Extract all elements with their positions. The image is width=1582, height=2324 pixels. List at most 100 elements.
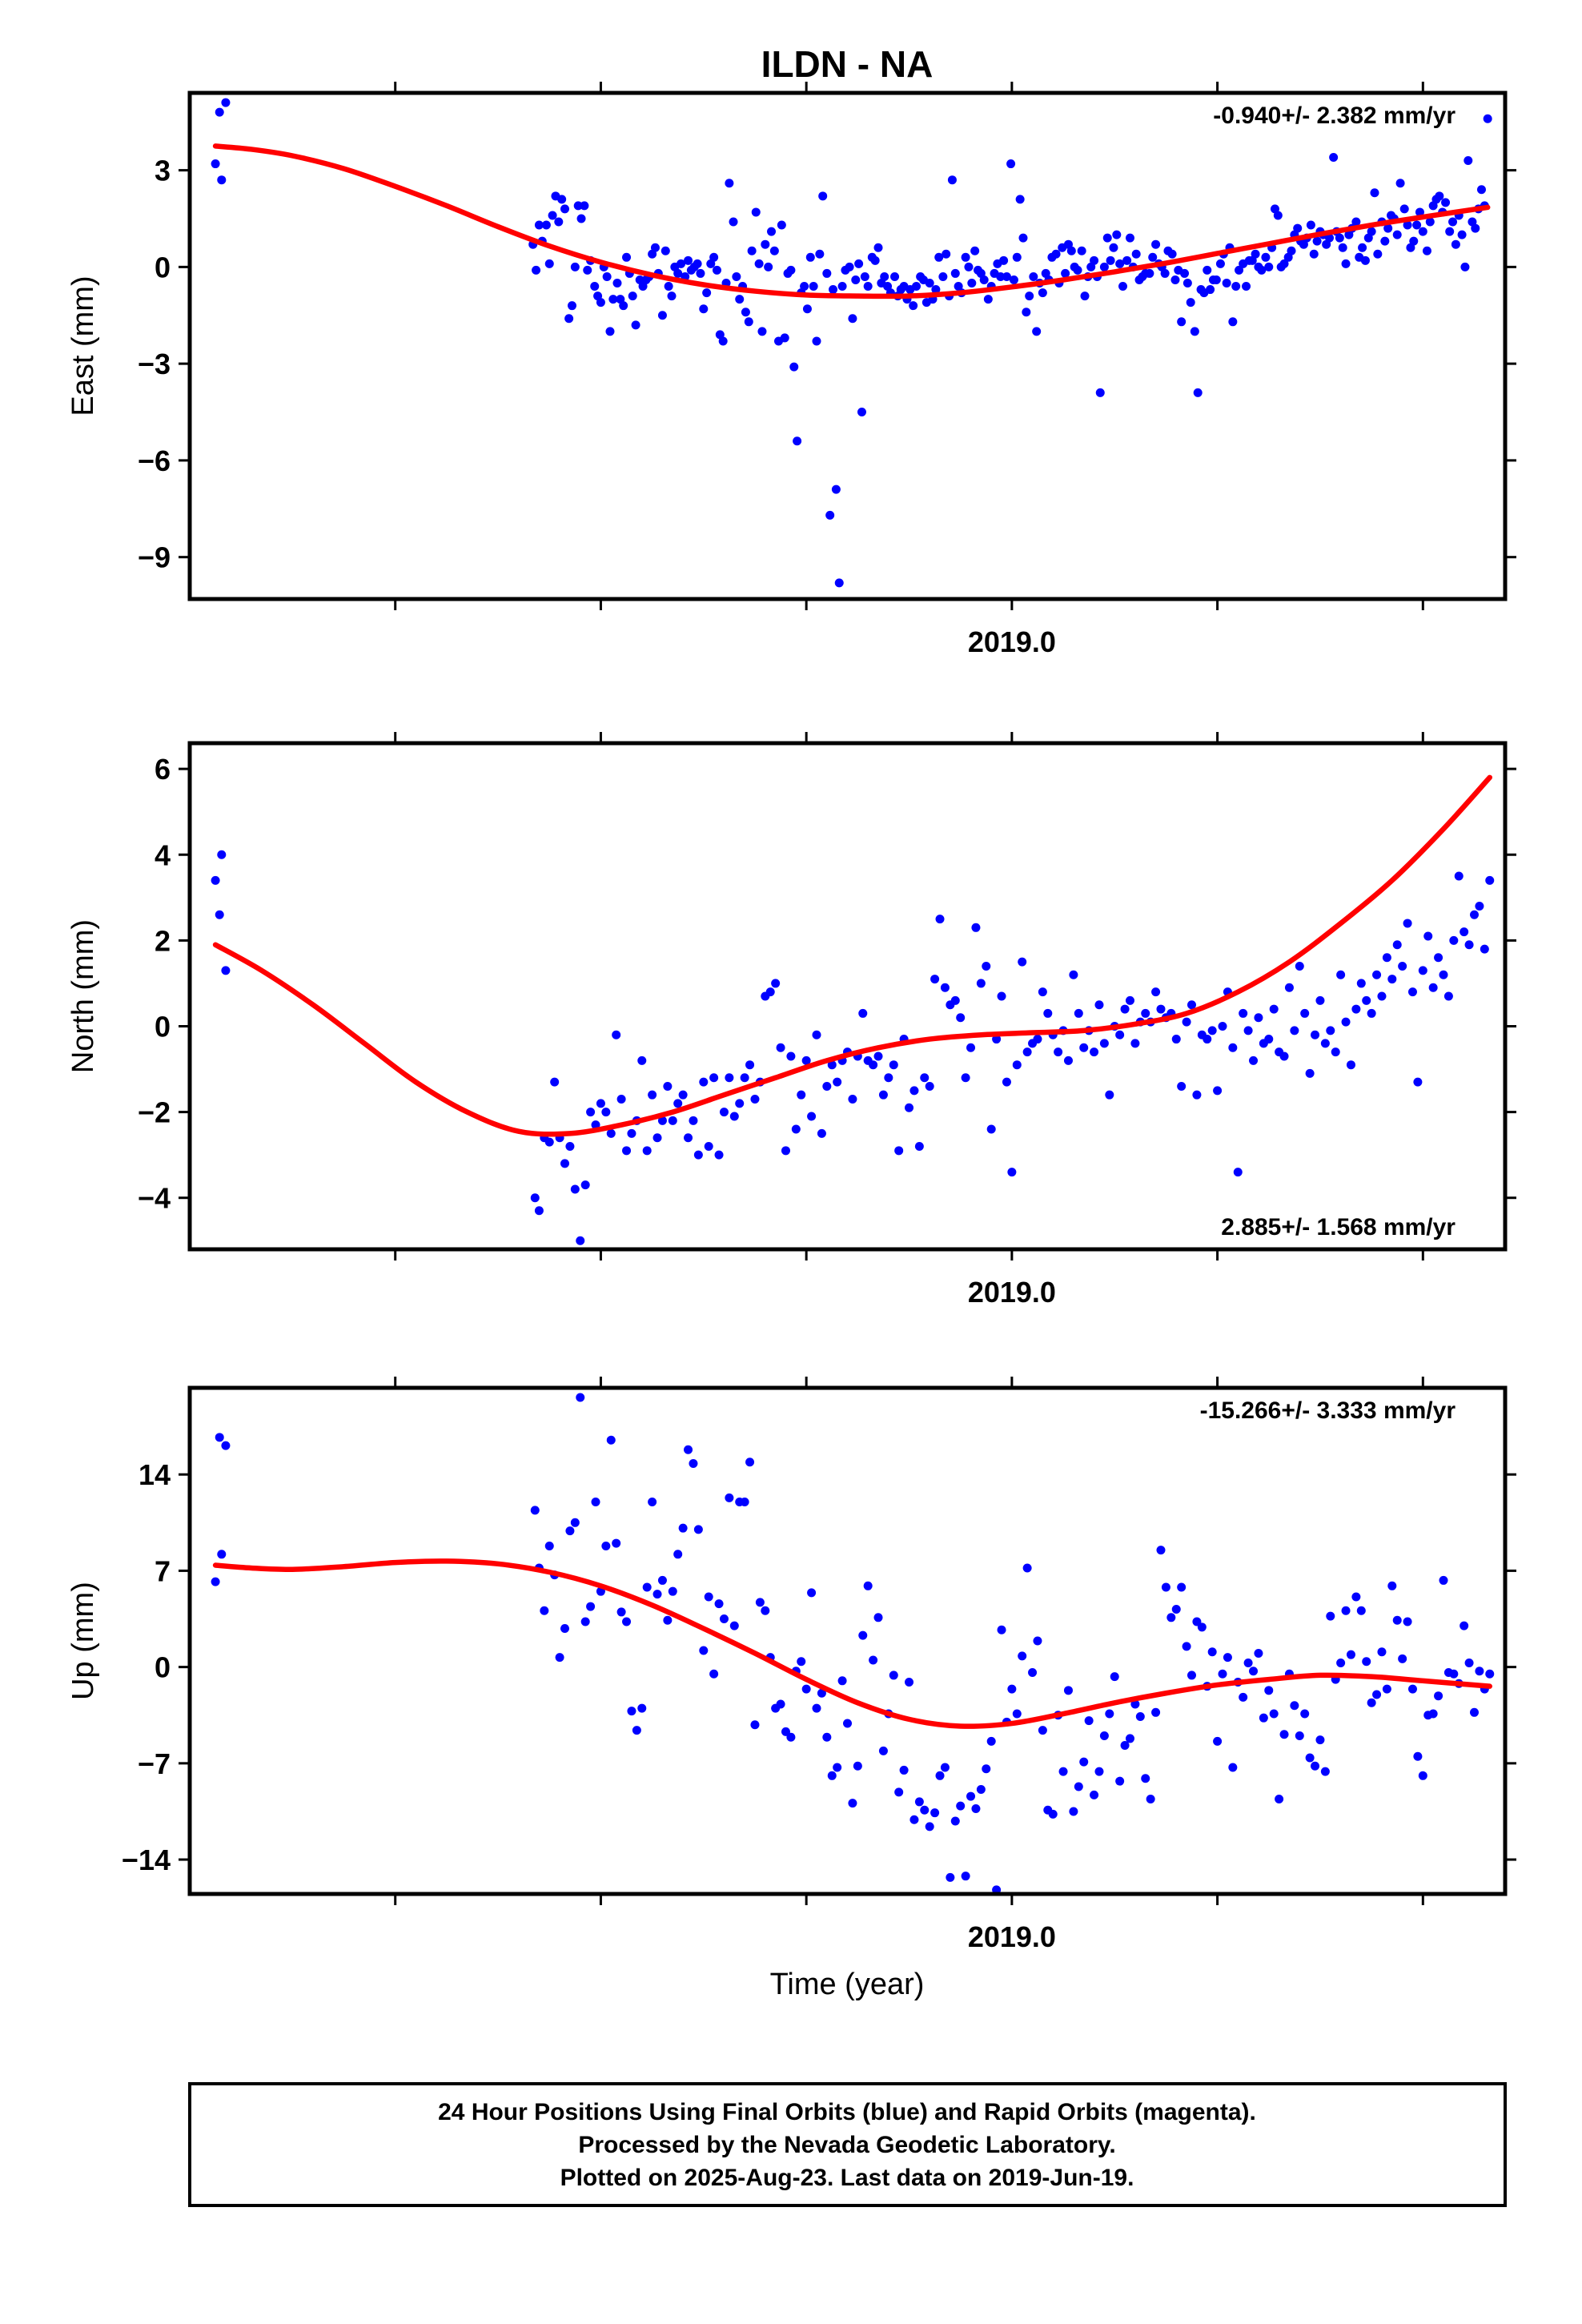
up-data-point	[801, 1684, 811, 1694]
east-data-point	[1367, 227, 1376, 236]
north-data-point	[580, 1180, 590, 1190]
up-data-point	[755, 1598, 765, 1607]
east-data-point	[554, 217, 564, 227]
east-data-point	[1264, 262, 1274, 271]
north-data-point	[1454, 871, 1464, 881]
north-ytick-label: 6	[155, 753, 171, 786]
north-data-point	[1460, 927, 1469, 937]
up-data-point	[1372, 1690, 1382, 1699]
east-data-point	[1242, 282, 1251, 292]
north-data-point	[925, 1081, 934, 1091]
east-data-point	[822, 268, 832, 278]
up-data-point	[580, 1617, 590, 1626]
east-data-point	[619, 301, 628, 311]
east-data-point	[912, 282, 921, 292]
up-data-point	[873, 1613, 883, 1622]
east-data-point	[1090, 255, 1099, 265]
east-data-point	[1335, 233, 1344, 243]
north-data-point	[1115, 1030, 1125, 1039]
up-data-point	[1161, 1582, 1170, 1592]
north-data-point	[807, 1112, 817, 1121]
east-data-point	[805, 252, 815, 262]
north-data-point	[673, 1099, 683, 1108]
east-data-point	[1306, 220, 1315, 230]
north-ytick-label: −4	[138, 1182, 171, 1215]
north-data-point	[1372, 970, 1382, 979]
north-data-point	[966, 1043, 976, 1052]
east-data-point	[1395, 179, 1405, 188]
up-data-point	[1207, 1647, 1217, 1657]
east-data-point	[735, 295, 745, 304]
north-data-point	[565, 1141, 575, 1151]
north-data-point	[1171, 1035, 1181, 1044]
east-data-point	[812, 336, 821, 346]
up-ytick-label: −7	[138, 1747, 171, 1780]
east-data-point	[684, 255, 693, 265]
up-data-point	[1007, 1684, 1017, 1694]
east-data-point	[573, 201, 583, 211]
east-data-point	[596, 298, 605, 308]
up-data-point	[217, 1550, 227, 1559]
east-data-point	[570, 262, 580, 271]
north-xtick-label: 2019.0	[968, 1276, 1056, 1309]
up-data-point	[616, 1607, 626, 1617]
east-data-point	[221, 98, 231, 107]
north-data-point	[1367, 1008, 1376, 1018]
east-data-point	[729, 217, 738, 227]
east-data-point	[880, 271, 889, 281]
up-data-point	[1125, 1734, 1134, 1743]
east-data-point	[631, 320, 640, 330]
north-data-point	[869, 1060, 878, 1070]
east-data-point	[1106, 255, 1115, 265]
up-data-point	[740, 1498, 749, 1507]
north-data-point	[971, 923, 981, 932]
east-data-point	[848, 314, 857, 324]
north-data-point	[663, 1081, 673, 1091]
north-data-point	[997, 991, 1006, 1001]
east-data-point	[1329, 153, 1339, 163]
north-data-point	[786, 1051, 796, 1061]
up-data-point	[1151, 1707, 1161, 1717]
north-data-point	[576, 1236, 585, 1245]
east-data-point	[961, 252, 970, 262]
up-data-point	[1398, 1654, 1407, 1663]
east-data-point	[1415, 207, 1424, 217]
north-plot-area	[211, 774, 1495, 1245]
up-data-point	[1094, 1767, 1104, 1776]
east-data-point	[1182, 279, 1192, 288]
north-data-point	[642, 1146, 652, 1156]
up-data-point	[817, 1688, 826, 1698]
east-data-point	[1293, 223, 1303, 233]
up-data-point	[1223, 1653, 1232, 1663]
east-data-point	[857, 408, 866, 417]
north-data-point	[1141, 1008, 1150, 1018]
east-data-point	[1012, 252, 1022, 262]
up-data-point	[992, 1885, 1002, 1894]
north-data-point	[776, 1043, 785, 1052]
east-data-point	[583, 265, 592, 275]
east-data-point	[1392, 230, 1402, 239]
up-data-point	[570, 1518, 580, 1527]
up-data-point	[976, 1784, 986, 1794]
north-data-point	[729, 1112, 739, 1121]
east-ytick-label: 3	[155, 155, 171, 187]
east-data-point	[732, 271, 741, 281]
north-data-point	[771, 979, 781, 988]
north-data-point	[961, 1073, 970, 1083]
up-data-point	[1033, 1636, 1042, 1646]
east-data-point	[780, 333, 789, 343]
east-data-point	[751, 207, 761, 217]
north-data-point	[858, 1008, 868, 1018]
north-data-point	[1264, 1035, 1274, 1044]
east-data-point	[777, 220, 786, 230]
east-data-point	[1148, 252, 1158, 262]
north-data-point	[606, 1128, 616, 1138]
north-data-point	[612, 1030, 621, 1039]
north-data-point	[637, 1055, 647, 1065]
north-data-point	[616, 1095, 626, 1104]
up-data-point	[750, 1720, 760, 1730]
up-data-point	[211, 1577, 220, 1586]
east-data-point	[667, 292, 677, 301]
east-data-point	[967, 279, 977, 288]
north-data-point	[1480, 944, 1489, 954]
